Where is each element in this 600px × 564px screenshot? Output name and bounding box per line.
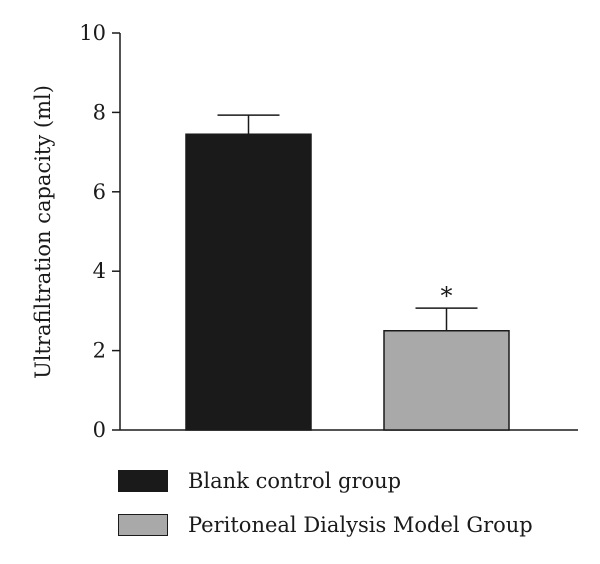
y-tick-label-0: 0 (93, 418, 106, 442)
significance-marker-1: * (441, 282, 453, 310)
y-axis-title: Ultrafiltration capacity (ml) (31, 85, 55, 379)
y-tick-label-6: 6 (93, 180, 106, 204)
y-tick-label-8: 8 (93, 100, 106, 124)
legend-label-blank-control: Blank control group (188, 469, 402, 493)
y-tick-label-4: 4 (93, 259, 106, 283)
y-tick-label-10: 10 (79, 21, 106, 45)
legend-swatch-pd-model (118, 514, 168, 536)
legend: Blank control group Peritoneal Dialysis … (118, 468, 533, 556)
bar-1 (383, 330, 510, 431)
legend-item-pd-model: Peritoneal Dialysis Model Group (118, 512, 533, 538)
y-tick-label-2: 2 (93, 339, 106, 363)
legend-label-pd-model: Peritoneal Dialysis Model Group (188, 513, 533, 537)
bar-0 (185, 133, 312, 431)
legend-swatch-blank-control (118, 470, 168, 492)
legend-item-blank-control: Blank control group (118, 468, 533, 494)
bar-chart: Ultrafiltration capacity (ml) 0 2 4 6 8 10 * (31, 21, 578, 442)
